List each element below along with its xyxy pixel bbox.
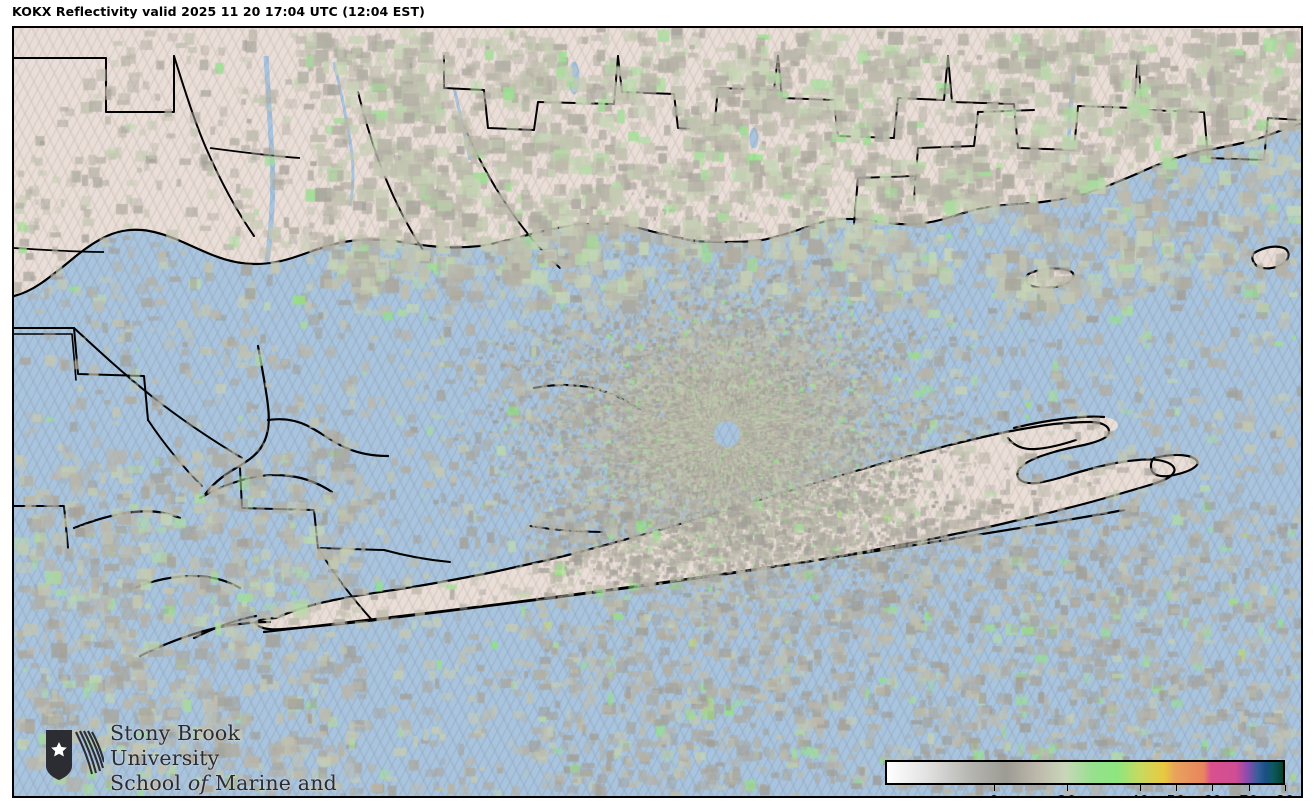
shield-star-icon <box>46 730 104 780</box>
colorbar-swatch <box>885 760 1285 785</box>
colorbar-tick-label: 0 <box>989 792 999 796</box>
map-frame[interactable]: Stony Brook University School of Marine … <box>12 26 1303 798</box>
colorbar-tick-mark <box>1175 785 1177 791</box>
radar-reflectivity-layer <box>14 28 1301 796</box>
colorbar-tick-mark <box>1285 785 1286 791</box>
colorbar-ticks: 0 20 40 50 60 70 80 <box>885 785 1295 796</box>
colorbar-tick-label: 50 <box>1166 792 1185 796</box>
reflectivity-colorbar: 0 20 40 50 60 70 80 <box>874 754 1298 796</box>
logo-line-2a: School <box>110 771 188 795</box>
colorbar-tick-mark <box>1139 785 1141 791</box>
colorbar-tick-label: 80 <box>1275 792 1294 796</box>
colorbar-tick-label: 60 <box>1203 792 1222 796</box>
colorbar-tick-label: 70 <box>1239 792 1258 796</box>
logo-line-1: Stony Brook University <box>110 721 241 770</box>
page-title: KOKX Reflectivity valid 2025 11 20 17:04… <box>12 4 425 19</box>
colorbar-tick-mark <box>1248 785 1250 791</box>
colorbar-gradient <box>887 762 1283 783</box>
colorbar-tick-label: 40 <box>1130 792 1149 796</box>
colorbar-tick-mark <box>1212 785 1214 791</box>
logo-line-2b: Marine and <box>208 771 337 795</box>
logo-line-2-italic: of <box>187 771 209 795</box>
map-canvas[interactable]: Stony Brook University School of Marine … <box>14 28 1301 796</box>
logo-line-2: School of Marine and <box>110 771 350 796</box>
sbu-logo-text: Stony Brook University School of Marine … <box>110 721 350 796</box>
colorbar-tick-label: 20 <box>1057 792 1076 796</box>
colorbar-tick-mark <box>994 785 996 791</box>
sbu-logo: Stony Brook University School of Marine … <box>42 721 342 796</box>
colorbar-tick-mark <box>1066 785 1068 791</box>
